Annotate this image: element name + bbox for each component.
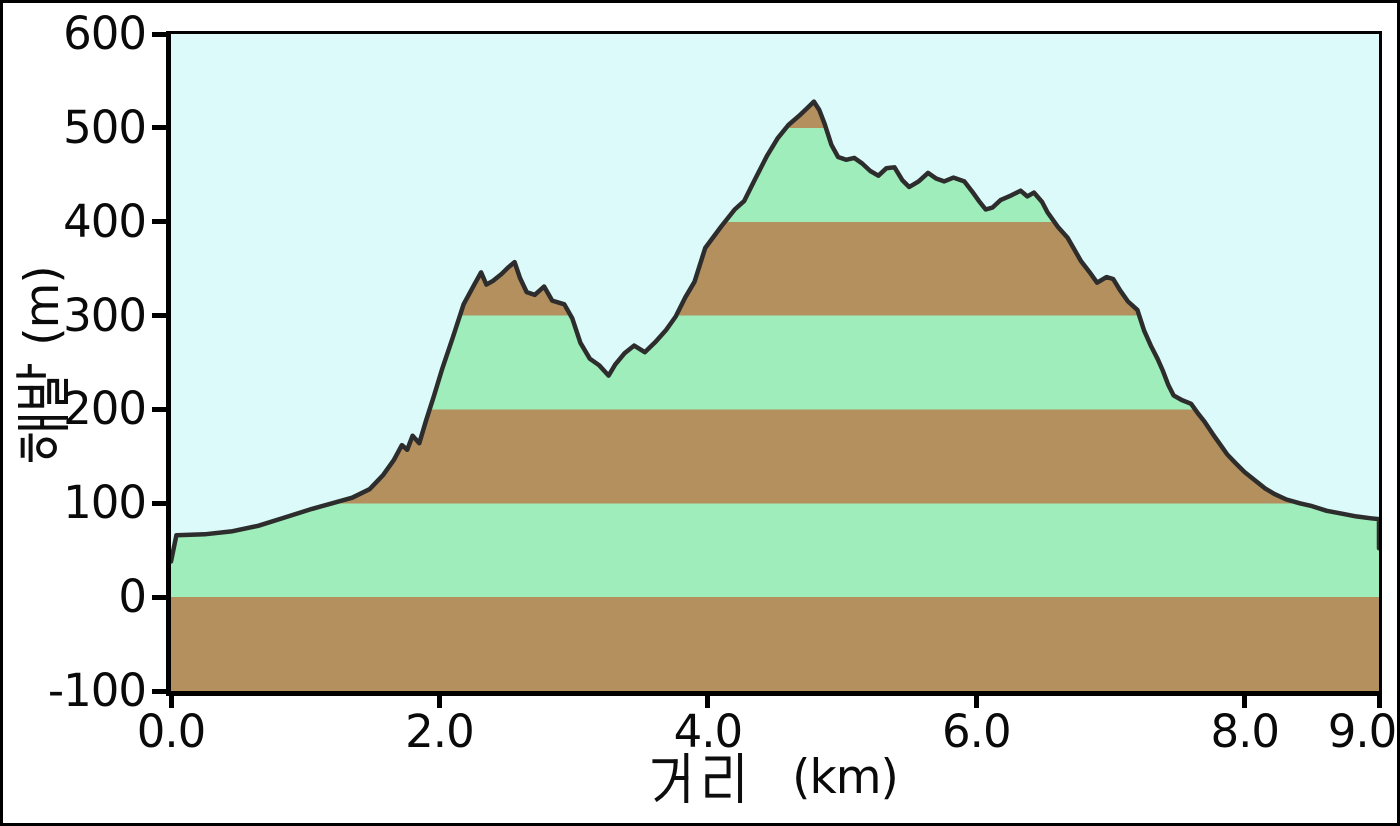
y-tick-label: 600 — [63, 7, 147, 60]
x-axis-title-text: 거리 (km) — [774, 778, 775, 779]
y-tick-mark — [152, 500, 171, 506]
x-axis-title: 거리 (km) (km) — [170, 750, 1378, 806]
x-tick-label: 0.0 — [136, 705, 207, 758]
x-tick-mark — [1376, 694, 1382, 708]
x-tick-label: 8.0 — [1210, 705, 1280, 758]
y-tick-label: 100 — [63, 476, 147, 530]
hangul-geori-word — [650, 751, 748, 805]
profile-line — [171, 99, 1379, 564]
y-tick-mark — [152, 406, 171, 412]
y-tick-mark — [152, 125, 171, 131]
y-tick-label: 0 — [118, 570, 147, 624]
hangul-geo-glyph — [652, 753, 689, 803]
profile-plot — [171, 34, 1379, 691]
y-tick-label: 400 — [63, 194, 147, 248]
y-tick-mark — [152, 219, 171, 225]
hangul-hae-glyph — [18, 415, 68, 462]
x-tick-label: 9.0 — [1327, 705, 1398, 758]
x-tick-label: 2.0 — [405, 705, 475, 758]
band-brown — [171, 597, 1379, 691]
x-tick-mark — [705, 694, 711, 708]
y-tick-mark — [152, 688, 171, 694]
x-tick-mark — [436, 694, 442, 708]
y-tick-mark — [152, 594, 171, 600]
plot-area — [166, 31, 1382, 696]
hangul-haebal-word — [16, 363, 70, 462]
y-tick-mark — [152, 313, 171, 319]
x-tick-mark — [1242, 694, 1248, 708]
band-green — [171, 503, 1379, 598]
y-tick-mark — [152, 31, 171, 37]
y-tick-label: 500 — [63, 100, 147, 154]
y-axis-title: 해발 (m) (m) — [15, 263, 71, 465]
y-tick-label: -100 — [47, 664, 147, 717]
x-tick-mark — [168, 694, 174, 708]
hangul-ri-glyph — [705, 753, 743, 803]
x-tick-mark — [973, 694, 979, 708]
y-tick-label: 200 — [63, 382, 147, 436]
x-tick-label: 4.0 — [673, 705, 744, 758]
y-tick-label: 300 — [63, 288, 147, 342]
x-tick-label: 6.0 — [942, 705, 1012, 758]
x-axis-unit-label: (km) — [792, 750, 899, 805]
hangul-bal-glyph — [16, 363, 68, 408]
